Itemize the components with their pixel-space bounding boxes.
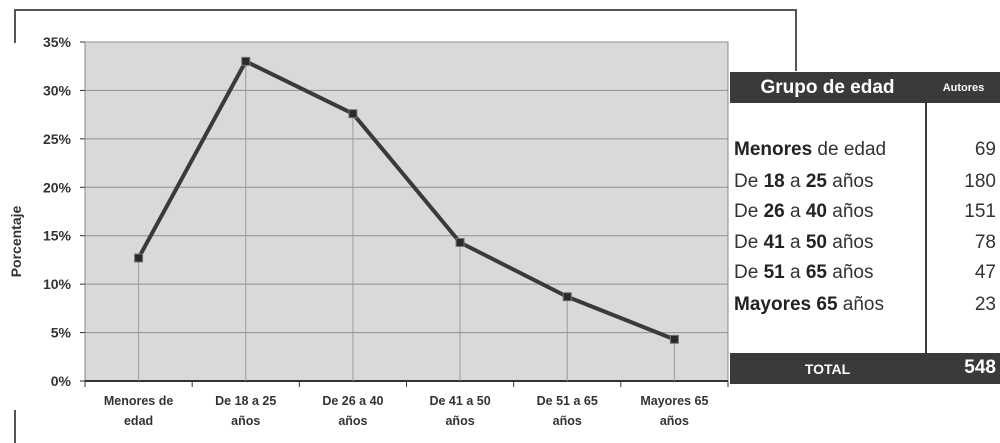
x-tick-label-line: años — [553, 414, 582, 428]
table-row: De 18 a 25 años 180 — [734, 167, 1000, 198]
table-row: De 41 a 50 años 78 — [734, 228, 1000, 259]
x-tick-label: De 18 a 25 años — [215, 394, 276, 428]
y-tick-label: 20% — [43, 179, 72, 195]
y-tick-label: 15% — [43, 228, 72, 244]
x-tick-label-line: Menores de — [104, 394, 174, 408]
row-label: Menores de edad — [734, 139, 887, 160]
data-point — [669, 334, 679, 344]
row-value: 69 — [974, 139, 996, 160]
x-tick-label: Mayores 65 años — [640, 394, 708, 428]
y-tick-label: 30% — [43, 82, 72, 98]
data-point — [455, 237, 465, 247]
x-tick-label-line: De 18 a 25 — [215, 394, 276, 408]
x-tick-label: De 51 a 65 años — [537, 394, 598, 428]
y-axis-label: Porcentaje — [8, 205, 24, 277]
y-tick-label: 25% — [43, 131, 72, 147]
row-label: De 26 a 40 años — [734, 201, 874, 222]
row-value: 180 — [964, 171, 996, 192]
frame-right-line — [795, 9, 797, 71]
table-row: De 51 a 65 años 47 — [734, 258, 1000, 289]
x-tick-label-line: De 51 a 65 — [537, 394, 598, 408]
frame-left-tick-bottom — [14, 410, 16, 443]
x-tick-label: Menores de edad — [104, 394, 174, 428]
x-tick-label-line: Mayores 65 — [640, 394, 708, 408]
x-tick-label-line: De 26 a 40 — [322, 394, 383, 408]
table-row: Menores de edad 69 — [734, 135, 1000, 166]
header-authors-label: Autores — [927, 72, 1000, 103]
row-label: De 41 a 50 años — [734, 232, 874, 253]
x-tick-label-line: edad — [124, 414, 153, 428]
series-line — [136, 59, 676, 342]
x-tick-label: De 26 a 40 años — [322, 394, 383, 428]
row-value: 151 — [964, 201, 996, 222]
frame-left-tick — [14, 9, 16, 43]
total-label: TOTAL — [804, 360, 851, 377]
y-tick-label: 10% — [43, 276, 72, 292]
x-tick-label: De 41 a 50 años — [429, 394, 490, 428]
frame-top-line — [14, 9, 796, 11]
table-divider — [925, 72, 927, 384]
row-value: 23 — [974, 294, 996, 315]
table-row: De 26 a 40 años 151 — [734, 197, 1000, 228]
row-value: 47 — [974, 262, 996, 283]
table-row: Mayores 65 años 23 — [734, 290, 1000, 321]
data-point — [241, 56, 251, 66]
total-row: TOTAL 548 — [730, 353, 1000, 384]
x-tick-label-line: años — [660, 414, 689, 428]
total-value: 548 — [964, 357, 996, 378]
x-tick-label-line: De 41 a 50 — [429, 394, 490, 408]
age-group-table: Grupo de edad Autores Menores de edad 69… — [730, 72, 1000, 384]
line-chart: 0% 5% 10% 15% 20% 25% 30% 35% Menores de edad De 1… — [8, 34, 729, 428]
data-point — [348, 109, 358, 119]
header-group-label: Grupo de edad — [730, 72, 925, 103]
data-point — [562, 292, 572, 302]
x-tick-label-line: años — [338, 414, 367, 428]
y-tick-label: 35% — [43, 34, 72, 50]
data-point — [134, 253, 144, 263]
x-tick-label-line: años — [445, 414, 474, 428]
row-label: De 51 a 65 años — [734, 262, 874, 283]
y-tick-label: 0% — [51, 373, 72, 389]
plot-area — [84, 41, 729, 382]
row-label: De 18 a 25 años — [734, 171, 874, 192]
row-value: 78 — [974, 232, 996, 253]
x-tick-label-line: años — [231, 414, 260, 428]
row-label: Mayores 65 años — [734, 294, 884, 315]
y-tick-label: 5% — [51, 325, 72, 341]
